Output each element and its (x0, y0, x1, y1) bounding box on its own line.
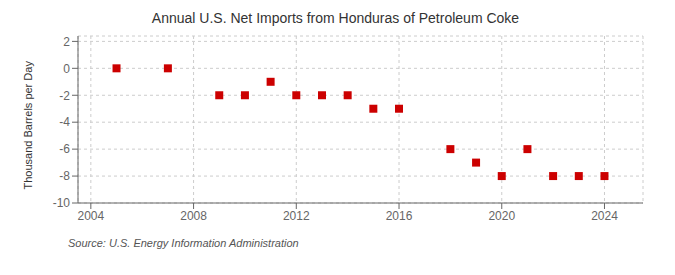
html-text:Source: U.S. Energy Informatio: Source: U.S. Energy Information Administ… (68, 237, 299, 249)
svg-text:-10: -10 (53, 196, 71, 210)
svg-text:-4: -4 (59, 115, 70, 129)
svg-text:2012: 2012 (283, 209, 310, 223)
svg-text:2004: 2004 (77, 209, 104, 223)
svg-text:-2: -2 (59, 89, 70, 103)
svg-text:-6: -6 (59, 142, 70, 156)
svg-text:2020: 2020 (488, 209, 515, 223)
svg-text:-8: -8 (59, 169, 70, 183)
svg-text:Thousand Barrels per Day: Thousand Barrels per Day (22, 61, 34, 190)
svg-text:2024: 2024 (591, 209, 618, 223)
html-text:Annual U.S. Net Imports from H: Annual U.S. Net Imports from Honduras of… (151, 10, 520, 26)
svg-text:2016: 2016 (386, 209, 413, 223)
svg-text:0: 0 (63, 62, 70, 76)
svg-text:2: 2 (63, 35, 70, 49)
svg-text:2008: 2008 (180, 209, 207, 223)
